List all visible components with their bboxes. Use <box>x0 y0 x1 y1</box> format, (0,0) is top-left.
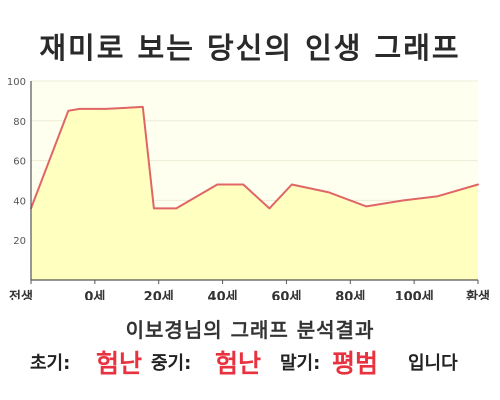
x-tick-label: 환생 <box>466 289 490 300</box>
x-tick-label: 40세 <box>208 290 238 300</box>
x-tick-label: 전생 <box>9 289 33 300</box>
y-tick-label: 100 <box>7 77 26 88</box>
series-line <box>30 105 479 210</box>
y-tick-label: 20 <box>13 236 26 247</box>
x-tick-label: 100세 <box>395 290 434 300</box>
analysis-stages: 초기: 험난 중기: 험난 말기: 평범 입니다 <box>0 346 500 382</box>
y-tick-label: 40 <box>13 196 26 207</box>
late-stage-label: 말기: <box>280 353 321 374</box>
x-tick-label: 0세 <box>84 290 105 300</box>
middle-stage-label: 중기: <box>151 353 192 374</box>
life-graph-chart: 20 40 60 80 100 전생 0세 20세 40세 60세 80세 100세 환생 <box>7 77 490 300</box>
result-suffix: 입니다 <box>408 353 458 374</box>
analysis-title: 이보경님의 그래프 분석결과 <box>125 318 375 342</box>
x-tick-label: 80세 <box>335 290 365 300</box>
late-stage-value: 평범 <box>332 349 379 378</box>
early-stage-value: 험난 <box>96 349 143 378</box>
x-tick-label: 60세 <box>271 290 301 300</box>
y-tick-label: 60 <box>13 157 26 168</box>
middle-stage-value: 험난 <box>215 349 262 378</box>
x-tick-label: 20세 <box>144 290 174 300</box>
early-stage-label: 초기: <box>30 353 71 374</box>
chart-title: 재미로 보는 당신의 인생 그래프 <box>39 31 461 65</box>
y-tick-label: 80 <box>13 117 26 128</box>
area-fill <box>31 106 478 281</box>
